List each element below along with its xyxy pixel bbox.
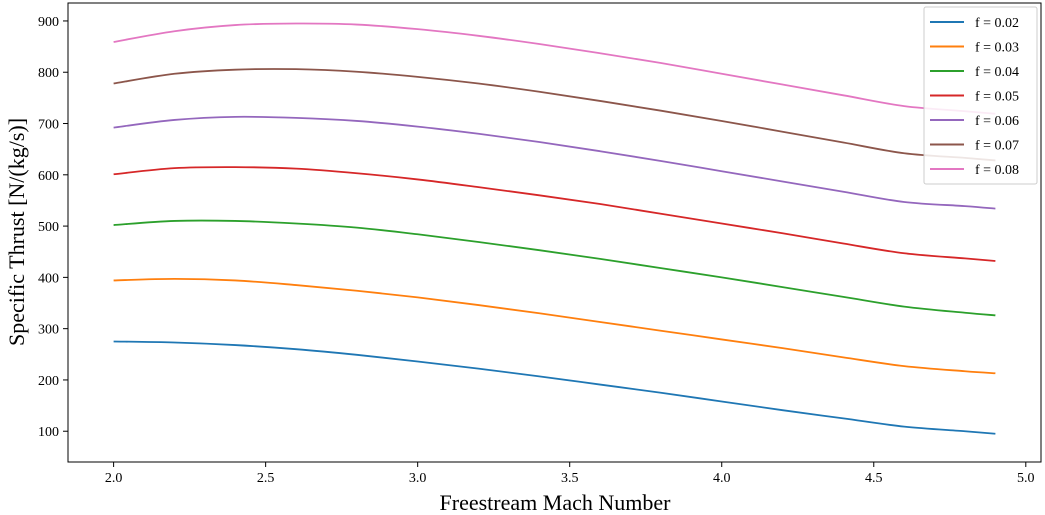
y-tick-label: 600 (38, 169, 59, 184)
legend-label-7: f = 0.08 (975, 163, 1019, 178)
y-tick-label: 900 (38, 15, 59, 30)
x-tick-label: 3.0 (409, 471, 427, 486)
y-tick-label: 500 (38, 220, 59, 235)
x-tick-label: 4.0 (713, 471, 731, 486)
series-line-1 (113, 340, 996, 435)
legend-items: f = 0.02 f = 0.03 f = 0.04 f = 0.05 f = 0.06… (930, 16, 1019, 178)
x-tick-label: 5.0 (1017, 471, 1035, 486)
legend-label-5: f = 0.06 (975, 114, 1019, 129)
series-line-2 (113, 278, 996, 375)
x-axis-title: Freestream Mach Number (440, 490, 672, 515)
x-axis-ticks: 2.0 2.5 3.0 3.5 4.0 4.5 5.0 (105, 462, 1035, 486)
y-tick-label: 800 (38, 66, 59, 81)
x-tick-label: 3.5 (561, 471, 579, 486)
legend-label-3: f = 0.04 (975, 65, 1019, 80)
plot-area (67, 2, 1042, 463)
legend: f = 0.02 f = 0.03 f = 0.04 f = 0.05 f = 0.06… (923, 6, 1038, 185)
series-line-6 (113, 68, 996, 162)
legend-label-1: f = 0.02 (975, 16, 1019, 31)
series-line-3 (113, 219, 996, 317)
x-tick-label: 2.5 (257, 471, 275, 486)
y-tick-label: 300 (38, 323, 59, 338)
y-tick-label: 400 (38, 271, 59, 286)
series-layer (113, 22, 996, 435)
y-axis-title: Specific Thrust [N/(kg/s)] (4, 118, 29, 346)
legend-label-6: f = 0.07 (975, 139, 1019, 154)
x-tick-label: 2.0 (105, 471, 123, 486)
series-line-5 (113, 115, 996, 210)
x-tick-label: 4.5 (865, 471, 883, 486)
legend-box (923, 6, 1038, 185)
legend-label-2: f = 0.03 (975, 41, 1019, 56)
series-line-7 (113, 22, 996, 115)
y-axis-ticks: 100 200 300 400 500 600 700 800 900 (38, 15, 68, 440)
series-line-4 (113, 166, 996, 262)
y-tick-label: 200 (38, 374, 59, 389)
y-tick-label: 700 (38, 118, 59, 133)
legend-label-4: f = 0.05 (975, 90, 1019, 105)
y-tick-label: 100 (38, 425, 59, 440)
